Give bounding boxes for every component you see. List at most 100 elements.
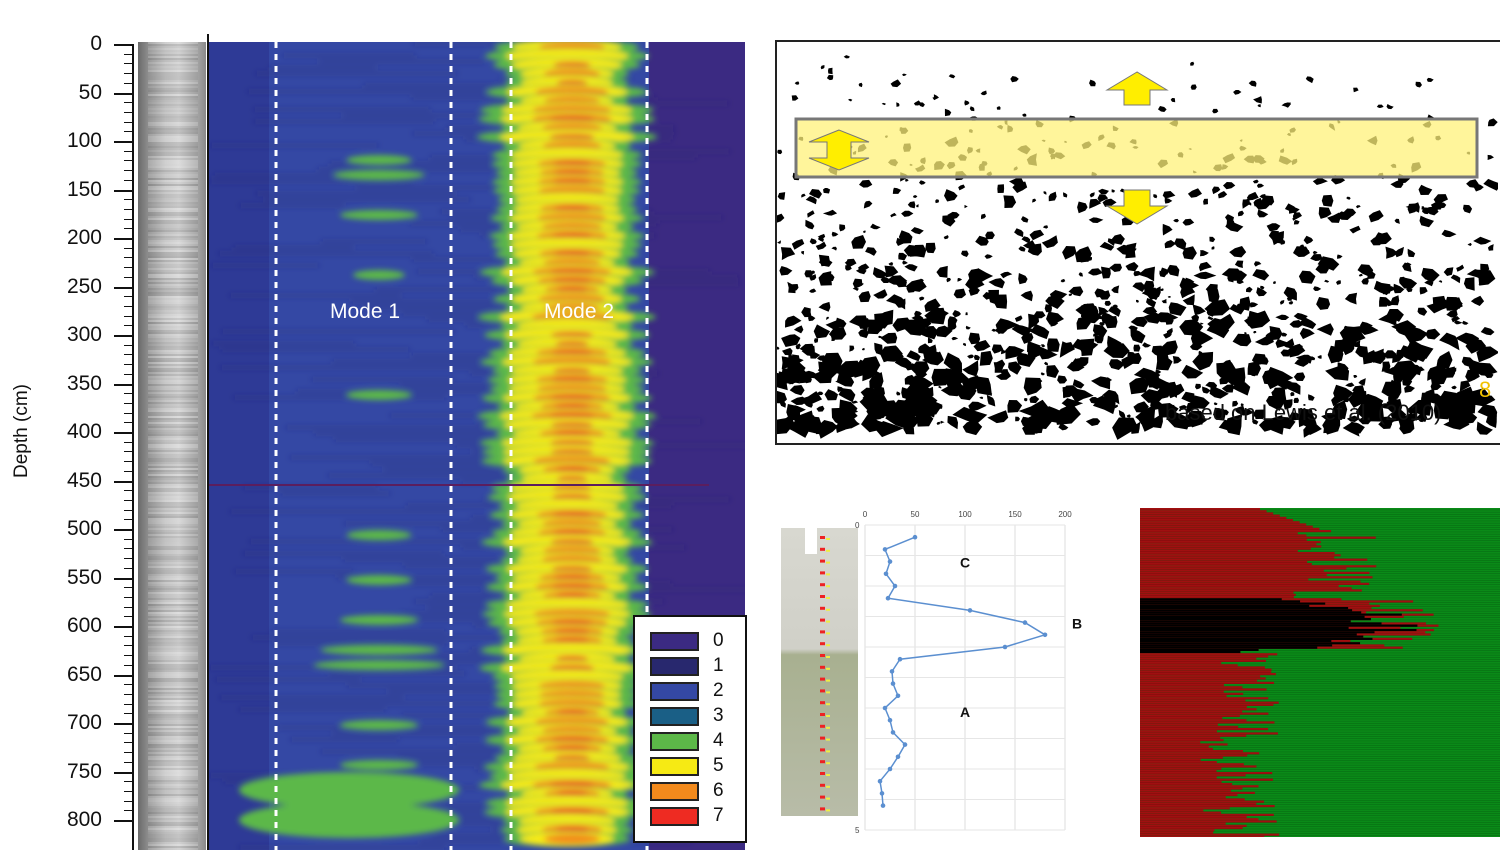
depth-minor-tick [124, 558, 132, 560]
depth-minor-tick [124, 305, 132, 307]
depth-minor-tick [124, 63, 132, 65]
legend-label: 1 [713, 655, 724, 676]
depth-tick [114, 723, 132, 725]
depth-minor-tick [124, 441, 132, 443]
data-point [895, 693, 901, 699]
depth-minor-tick [124, 567, 132, 569]
depth-minor-tick [124, 422, 132, 424]
depth-minor-tick [124, 587, 132, 589]
core-texture [148, 42, 198, 850]
legend-item: 0 [650, 630, 724, 651]
depth-minor-tick [124, 713, 132, 715]
depth-tick-label: 150 [66, 177, 102, 201]
depth-minor-tick [124, 645, 132, 647]
double-arrow-icon [808, 129, 870, 171]
depth-axis-line [132, 44, 134, 850]
legend-item: 4 [650, 730, 724, 751]
legend-item: 6 [650, 780, 724, 801]
depth-tick [114, 335, 132, 337]
depth-minor-tick [124, 412, 132, 414]
legend-swatch [650, 706, 699, 726]
core-photo [781, 528, 858, 816]
depth-minor-tick [124, 451, 132, 453]
depth-tick [114, 820, 132, 822]
legend-label: 0 [713, 630, 724, 651]
x-tick-label: 50 [911, 510, 920, 519]
legend-label: 2 [713, 680, 724, 701]
depth-tick-label: 450 [66, 468, 102, 492]
depth-minor-tick [124, 703, 132, 705]
legend-item: 2 [650, 680, 724, 701]
depth-tick [114, 480, 132, 483]
depth-minor-tick [124, 596, 132, 598]
depth-tick-label: 250 [66, 274, 102, 298]
legend-label: 3 [713, 705, 724, 726]
data-point [879, 791, 885, 796]
data-point [882, 547, 888, 552]
depth-minor-tick [124, 402, 132, 404]
legend-swatch [650, 756, 699, 776]
x-tick-label: 150 [1008, 510, 1022, 519]
depth-minor-tick [124, 325, 132, 327]
x-tick-label: 0 [863, 510, 868, 519]
data-point [1042, 632, 1048, 638]
legend-label: 6 [713, 780, 724, 801]
depth-minor-tick [124, 218, 132, 220]
legend-swatch [650, 781, 699, 801]
depth-minor-tick [124, 761, 132, 763]
depth-tick [114, 92, 132, 95]
legend-swatch [650, 806, 699, 826]
depth-minor-tick [124, 111, 132, 113]
depth-minor-tick [124, 267, 132, 269]
depth-tick [114, 141, 132, 143]
depth-minor-tick [124, 102, 132, 104]
depth-minor-tick [124, 199, 132, 201]
depth-minor-tick [124, 509, 132, 511]
depth-minor-tick [124, 548, 132, 550]
depth-minor-tick [124, 606, 132, 608]
series-line [879, 536, 1047, 806]
depth-tick-label: 600 [66, 614, 102, 637]
data-point [887, 766, 893, 772]
depth-minor-tick [124, 121, 132, 123]
depth-minor-tick [124, 257, 132, 259]
depth-tick [114, 432, 132, 434]
core-divider [207, 34, 209, 850]
depth-minor-tick [124, 150, 132, 152]
classification-profile [1140, 508, 1500, 837]
zone-label: C [960, 555, 970, 571]
data-point [889, 669, 895, 674]
depth-tick [114, 44, 132, 46]
depth-axis-label: Depth (cm) [11, 384, 32, 478]
depth-minor-tick [124, 732, 132, 734]
depth-minor-tick [124, 247, 132, 249]
data-point [892, 583, 898, 589]
depth-minor-tick [124, 73, 132, 75]
depth-tick-label: 800 [66, 808, 102, 831]
up-arrow-icon [1105, 71, 1169, 106]
data-point [895, 754, 901, 760]
depth-tick-label: 50 [78, 80, 102, 104]
depth-tick [114, 286, 132, 289]
legend-swatch [650, 631, 699, 651]
credit-text: based on Lewis et al. (2010) [1165, 400, 1442, 425]
data-point [882, 705, 888, 711]
depth-tick-label: 700 [66, 711, 102, 734]
data-point [885, 595, 891, 601]
depth-minor-tick [124, 82, 132, 84]
data-point [902, 742, 908, 747]
depth-minor-tick [124, 470, 132, 472]
depth-minor-tick [124, 160, 132, 162]
depth-minor-tick [124, 616, 132, 618]
legend-item: 1 [650, 655, 724, 676]
legend-item: 7 [650, 805, 724, 826]
x-tick-label: 200 [1058, 510, 1072, 519]
data-point [967, 608, 973, 613]
core-notch [805, 528, 817, 554]
depth-tick-label: 750 [66, 759, 102, 783]
legend-item: 5 [650, 755, 724, 776]
depth-tick-label: 0 [90, 32, 102, 55]
depth-minor-tick [124, 170, 132, 172]
depth-minor-tick [124, 393, 132, 395]
depth-minor-tick [124, 373, 132, 375]
